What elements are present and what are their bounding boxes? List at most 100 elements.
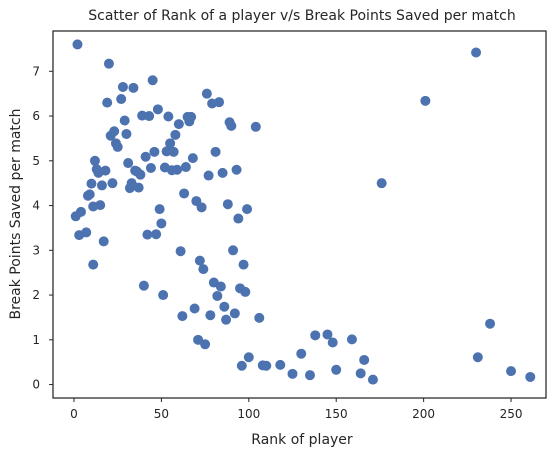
x-tick-label: 150: [325, 407, 348, 421]
scatter-point: [287, 368, 298, 379]
scatter-point: [96, 180, 107, 191]
scatter-point: [156, 218, 167, 229]
scatter-point: [88, 259, 99, 270]
scatter-point: [163, 111, 174, 122]
scatter-point: [376, 178, 387, 189]
scatter-point: [233, 213, 244, 224]
scatter-point: [98, 236, 109, 247]
scatter-point: [140, 151, 151, 162]
scatter-point: [75, 206, 86, 217]
scatter-point: [240, 286, 251, 297]
scatter-point: [215, 281, 226, 292]
scatter-point: [109, 126, 120, 137]
scatter-point: [189, 303, 200, 314]
y-tick-label: 2: [32, 288, 40, 302]
scatter-point: [100, 165, 111, 176]
scatter-point: [275, 359, 286, 370]
data-points: [70, 39, 536, 385]
scatter-point: [168, 146, 179, 157]
scatter-point: [355, 368, 366, 379]
scatter-point: [154, 204, 165, 215]
scatter-point: [175, 246, 186, 257]
scatter-point: [149, 146, 160, 157]
y-tick-label: 4: [32, 199, 40, 213]
y-tick-label: 0: [32, 378, 40, 392]
scatter-point: [147, 75, 158, 86]
y-axis-ticks: 0 1 2 3 4 5 6 7: [32, 64, 53, 392]
scatter-point: [86, 178, 97, 189]
scatter-point: [304, 370, 315, 381]
scatter-point: [142, 229, 153, 240]
scatter-point: [322, 329, 333, 340]
scatter-point: [471, 47, 482, 58]
scatter-point: [194, 255, 205, 266]
y-tick-label: 7: [32, 64, 40, 78]
scatter-point: [116, 94, 127, 105]
scatter-point: [102, 97, 113, 108]
scatter-point: [205, 310, 216, 321]
scatter-point: [117, 81, 128, 92]
scatter-point: [89, 155, 100, 166]
scatter-point: [236, 360, 247, 371]
scatter-point: [123, 158, 134, 169]
scatter-point: [296, 348, 307, 359]
scatter-point: [72, 39, 83, 50]
scatter-point: [327, 337, 338, 348]
scatter-point: [203, 170, 214, 181]
x-tick-label: 200: [412, 407, 435, 421]
scatter-point: [250, 121, 261, 132]
scatter-point: [128, 82, 139, 93]
scatter-point: [165, 138, 176, 149]
scatter-point: [222, 199, 233, 210]
x-axis-label: Rank of player: [251, 432, 353, 448]
scatter-point: [158, 290, 169, 301]
scatter-point: [112, 141, 123, 152]
scatter-point: [346, 334, 357, 345]
scatter-point: [177, 311, 188, 322]
scatter-point: [133, 182, 144, 193]
scatter-point: [95, 200, 106, 211]
scatter-point: [145, 162, 156, 173]
scatter-point: [221, 314, 232, 325]
scatter-point: [179, 188, 190, 199]
scatter-point: [254, 312, 265, 323]
y-tick-label: 5: [32, 154, 40, 168]
chart-title: Scatter of Rank of a player v/s Break Po…: [88, 8, 516, 24]
plot-area: [52, 30, 547, 399]
scatter-point: [228, 245, 239, 256]
scatter-point: [107, 178, 118, 189]
x-tick-label: 0: [70, 407, 78, 421]
scatter-point: [506, 366, 517, 377]
scatter-point: [138, 280, 149, 291]
scatter-point: [217, 167, 228, 178]
x-tick-label: 50: [154, 407, 169, 421]
scatter-point: [238, 259, 249, 270]
scatter-point: [151, 229, 162, 240]
scatter-point: [152, 104, 163, 115]
y-axis-label: Break Points Saved per match: [8, 109, 24, 320]
x-tick-label: 250: [500, 407, 523, 421]
scatter-point: [119, 115, 130, 126]
scatter-point: [170, 129, 181, 140]
scatter-point: [201, 88, 212, 99]
scatter-point: [186, 111, 197, 122]
scatter-point: [525, 371, 536, 382]
scatter-point: [172, 164, 183, 175]
x-axis-ticks: 0 50 100 150 200 250: [70, 398, 522, 421]
scatter-point: [226, 120, 237, 131]
scatter-point: [103, 58, 114, 69]
scatter-point: [121, 128, 132, 139]
scatter-point: [81, 227, 92, 238]
scatter-point: [219, 301, 230, 312]
y-tick-label: 1: [32, 333, 40, 347]
scatter-point: [198, 264, 209, 275]
scatter-point: [331, 364, 342, 375]
scatter-point: [84, 189, 95, 200]
scatter-point: [135, 169, 146, 180]
scatter-point: [243, 352, 254, 363]
scatter-point: [173, 119, 184, 130]
scatter-point: [261, 360, 272, 371]
scatter-point: [242, 204, 253, 215]
scatter-point: [212, 290, 223, 301]
